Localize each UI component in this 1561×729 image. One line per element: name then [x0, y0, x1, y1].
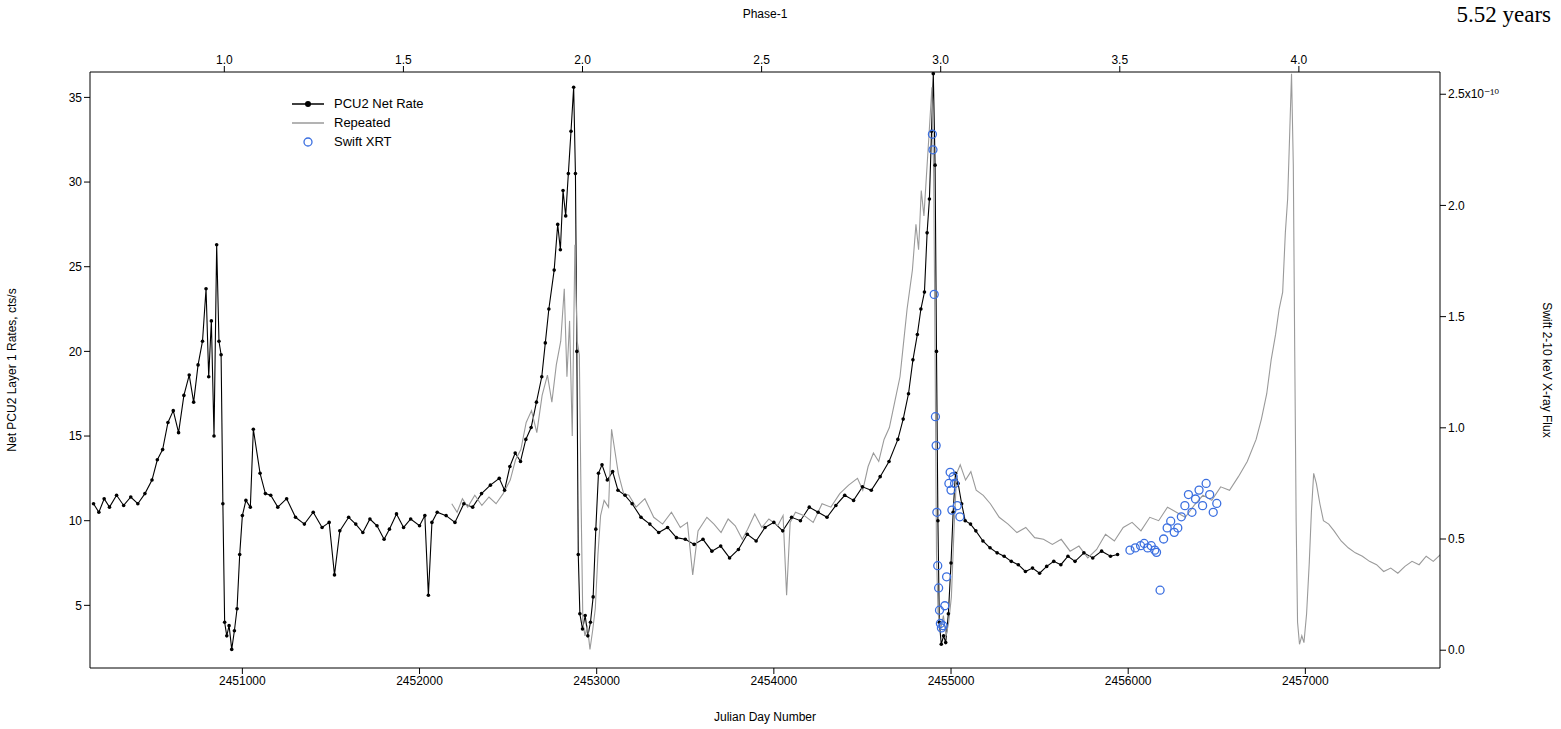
svg-text:15: 15 [69, 429, 83, 443]
html-text:5.52 years: 5.52 years [1456, 2, 1551, 27]
svg-text:2455000: 2455000 [928, 674, 975, 688]
svg-text:2.0: 2.0 [1448, 199, 1465, 213]
svg-text:Swift 2-10 keV X-ray Flux: Swift 2-10 keV X-ray Flux [1540, 302, 1554, 437]
svg-text:30: 30 [69, 175, 83, 189]
svg-text:3.0: 3.0 [932, 53, 949, 67]
svg-text:Julian Day Number: Julian Day Number [714, 710, 816, 724]
svg-text:2.0: 2.0 [574, 53, 591, 67]
html-text:PCU2 Net Rate: PCU2 Net Rate [334, 96, 424, 111]
svg-text:2456000: 2456000 [1105, 674, 1152, 688]
svg-text:25: 25 [69, 260, 83, 274]
svg-text:3.5: 3.5 [1111, 53, 1128, 67]
svg-text:2454000: 2454000 [750, 674, 797, 688]
svg-text:1.0: 1.0 [216, 53, 233, 67]
svg-text:0.0: 0.0 [1448, 643, 1465, 657]
svg-text:2451000: 2451000 [219, 674, 266, 688]
svg-text:5: 5 [75, 599, 82, 613]
svg-text:4.0: 4.0 [1291, 53, 1308, 67]
html-text:Swift XRT: Swift XRT [334, 134, 392, 149]
svg-text:2453000: 2453000 [573, 674, 620, 688]
svg-text:35: 35 [69, 91, 83, 105]
svg-text:1.5: 1.5 [1448, 310, 1465, 324]
svg-text:2.5x10⁻¹⁰: 2.5x10⁻¹⁰ [1448, 87, 1499, 101]
html-text:Repeated: Repeated [334, 115, 391, 130]
svg-text:1.5: 1.5 [395, 53, 412, 67]
svg-text:0.5: 0.5 [1448, 532, 1465, 546]
svg-text:Net PCU2 Layer 1 Rates, cts/s: Net PCU2 Layer 1 Rates, cts/s [5, 288, 19, 451]
svg-text:2457000: 2457000 [1282, 674, 1329, 688]
svg-text:Phase-1: Phase-1 [743, 7, 788, 21]
svg-text:10: 10 [69, 514, 83, 528]
svg-text:20: 20 [69, 345, 83, 359]
svg-text:2452000: 2452000 [396, 674, 443, 688]
svg-text:2.5: 2.5 [753, 53, 770, 67]
svg-text:1.0: 1.0 [1448, 421, 1465, 435]
